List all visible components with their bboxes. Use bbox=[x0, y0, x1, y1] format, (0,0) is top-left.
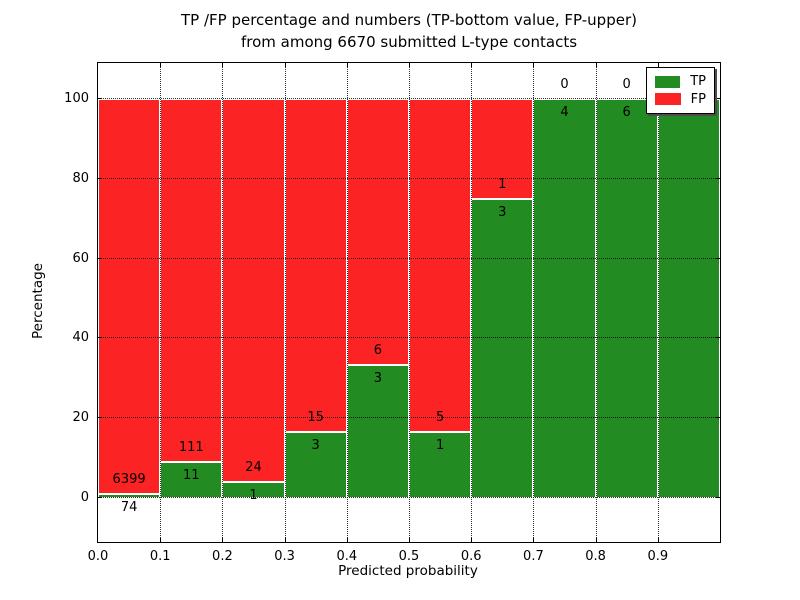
legend-swatch-tp-icon bbox=[655, 75, 681, 88]
gridline-vertical bbox=[284, 63, 286, 542]
x-tick-mark bbox=[346, 63, 348, 67]
y-tick-label: 40 bbox=[72, 330, 89, 346]
x-tick-mark bbox=[657, 63, 659, 67]
x-tick-label: 0.4 bbox=[336, 549, 358, 564]
bar-label-tp: 3 bbox=[373, 371, 383, 387]
bar-segment-fp bbox=[98, 98, 161, 494]
bar-label-fp: 6399 bbox=[112, 471, 146, 487]
x-tick-mark bbox=[222, 538, 224, 542]
gridline-vertical bbox=[657, 63, 659, 542]
x-tick-label: 0.7 bbox=[523, 549, 544, 564]
bar-segment-tp bbox=[595, 98, 658, 499]
x-tick-mark bbox=[409, 538, 410, 542]
x-tick-mark bbox=[471, 538, 473, 542]
legend-entry-fp: FP bbox=[655, 92, 706, 107]
y-tick-mark bbox=[98, 257, 102, 259]
gridline-vertical bbox=[409, 63, 410, 542]
bar-label-tp: 3 bbox=[311, 437, 320, 453]
x-tick-label: 0.2 bbox=[212, 549, 233, 564]
gridline-vertical bbox=[471, 63, 473, 542]
chart-title-line1: TP /FP percentage and numbers (TP-bottom… bbox=[181, 11, 637, 29]
y-tick-mark bbox=[716, 177, 720, 179]
bar-label-tp: 1 bbox=[249, 488, 258, 504]
gridline-vertical bbox=[160, 63, 162, 542]
x-tick-mark bbox=[657, 538, 659, 542]
bar-segment-fp bbox=[222, 98, 285, 483]
bar-label-fp: 15 bbox=[307, 409, 324, 425]
bar-segment-fp bbox=[346, 98, 409, 366]
bar-label-tp: 3 bbox=[498, 204, 507, 220]
y-tick-mark bbox=[98, 497, 102, 499]
y-tick-mark bbox=[98, 97, 102, 99]
x-tick-label: 0.6 bbox=[460, 549, 482, 564]
bar-segment-fp bbox=[409, 98, 472, 432]
y-tick-mark bbox=[716, 497, 720, 499]
bar-segment-tp bbox=[284, 431, 347, 499]
x-tick-label: 0.8 bbox=[585, 549, 606, 564]
x-tick-label: 0.0 bbox=[87, 549, 109, 564]
bar-segment-tp bbox=[657, 98, 720, 499]
y-tick-label: 80 bbox=[72, 170, 89, 186]
y-tick-mark bbox=[716, 337, 720, 339]
bar-segment-tp bbox=[533, 98, 596, 499]
bar-label-fp: 1 bbox=[498, 176, 507, 192]
y-axis-label: Percentage bbox=[30, 263, 46, 339]
bar-segment-fp bbox=[160, 98, 223, 463]
legend-entry-tp: TP bbox=[655, 74, 706, 89]
gridline-vertical bbox=[222, 63, 224, 542]
y-tick-mark bbox=[716, 257, 720, 259]
legend-label-tp: TP bbox=[690, 74, 706, 90]
y-tick-label: 60 bbox=[72, 250, 89, 266]
gridline-vertical bbox=[533, 63, 535, 542]
plot-area: TP FP 639974111112411536351130406030.00.… bbox=[64, 62, 721, 564]
y-tick-mark bbox=[98, 337, 102, 339]
bar-segment-tp bbox=[471, 198, 534, 499]
y-tick-label: 100 bbox=[64, 90, 89, 106]
bar-label-tp: 4 bbox=[560, 104, 569, 120]
y-tick-mark bbox=[716, 97, 720, 99]
x-tick-mark bbox=[160, 538, 162, 542]
bar-label-tp: 74 bbox=[120, 499, 138, 515]
x-tick-label: 0.1 bbox=[149, 549, 171, 564]
x-tick-mark bbox=[595, 63, 597, 67]
bar-label-fp: 24 bbox=[245, 460, 262, 476]
x-tick-mark bbox=[222, 63, 224, 67]
x-tick-label: 0.9 bbox=[647, 549, 669, 564]
bar-label-fp: 0 bbox=[560, 76, 569, 92]
x-axis-label: Predicted probability bbox=[338, 563, 478, 579]
gridline-vertical bbox=[595, 63, 597, 542]
y-tick-mark bbox=[98, 417, 102, 419]
gridline-vertical bbox=[346, 63, 348, 542]
x-tick-mark bbox=[284, 63, 286, 67]
bar-segment-fp bbox=[471, 98, 534, 199]
bar-label-fp: 5 bbox=[435, 409, 445, 425]
x-tick-mark bbox=[533, 63, 535, 67]
bar-label-tp: 1 bbox=[435, 437, 445, 453]
y-tick-mark bbox=[98, 177, 102, 179]
x-tick-label: 0.3 bbox=[274, 549, 295, 564]
legend: TP FP bbox=[646, 67, 715, 114]
bar-label-tp: 6 bbox=[622, 104, 631, 120]
bar-segment-fp bbox=[284, 98, 347, 432]
bar-label-tp: 11 bbox=[183, 468, 200, 484]
x-tick-mark bbox=[284, 538, 286, 542]
legend-label-fp: FP bbox=[690, 91, 706, 107]
x-tick-mark bbox=[409, 63, 410, 67]
legend-swatch-fp-icon bbox=[655, 93, 681, 106]
bar-label-fp: 0 bbox=[622, 76, 631, 92]
x-tick-mark bbox=[595, 538, 597, 542]
y-tick-label: 20 bbox=[72, 410, 89, 426]
bar-label-fp: 6 bbox=[373, 343, 383, 359]
chart-title: TP /FP percentage and numbers (TP-bottom… bbox=[89, 9, 729, 53]
bar-label-fp: 111 bbox=[178, 440, 204, 456]
y-tick-label: 0 bbox=[80, 490, 89, 506]
x-tick-mark bbox=[346, 538, 348, 542]
x-tick-mark bbox=[471, 63, 473, 67]
x-tick-mark bbox=[160, 63, 162, 67]
x-tick-label: 0.5 bbox=[398, 549, 420, 564]
x-tick-mark bbox=[533, 538, 535, 542]
y-tick-mark bbox=[716, 417, 720, 419]
chart-title-line2: from among 6670 submitted L-type contact… bbox=[240, 33, 578, 51]
